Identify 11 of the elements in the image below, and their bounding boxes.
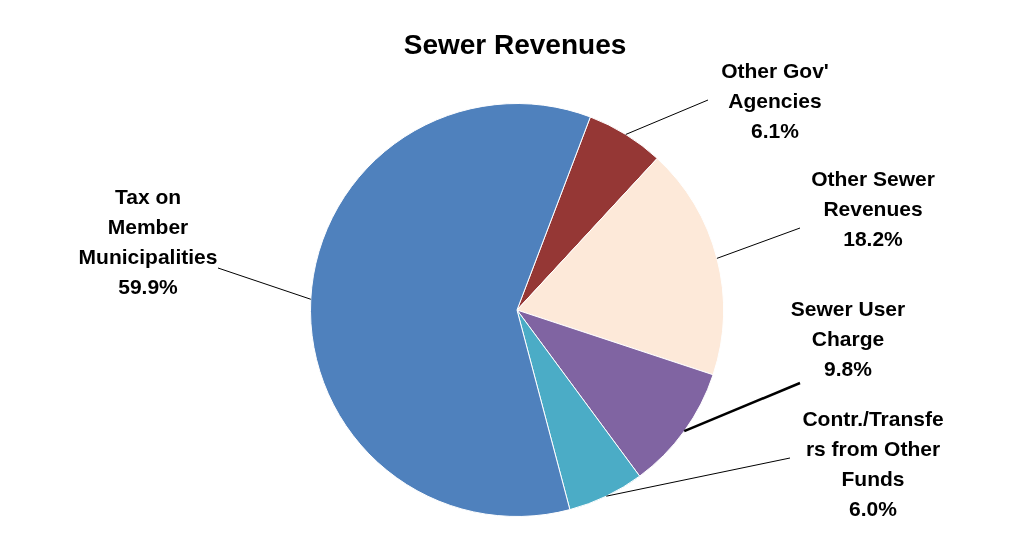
slice-label: Other Sewer Revenues xyxy=(811,166,935,220)
chart-title: Sewer Revenues xyxy=(403,28,627,60)
slice-label: Other Gov' Agencies xyxy=(721,58,829,112)
data-label: 9.8% xyxy=(824,356,873,380)
slice-label: Tax on Member Municipalities xyxy=(78,184,218,268)
data-label: 59.9% xyxy=(118,274,179,298)
slice-label: Contr./Transfe rs from Other Funds xyxy=(802,406,944,490)
data-label: 18.2% xyxy=(843,226,904,250)
data-label: 6.0% xyxy=(849,496,898,520)
data-label: 6.1% xyxy=(751,118,800,142)
slice-label: Sewer User Charge xyxy=(790,296,906,350)
